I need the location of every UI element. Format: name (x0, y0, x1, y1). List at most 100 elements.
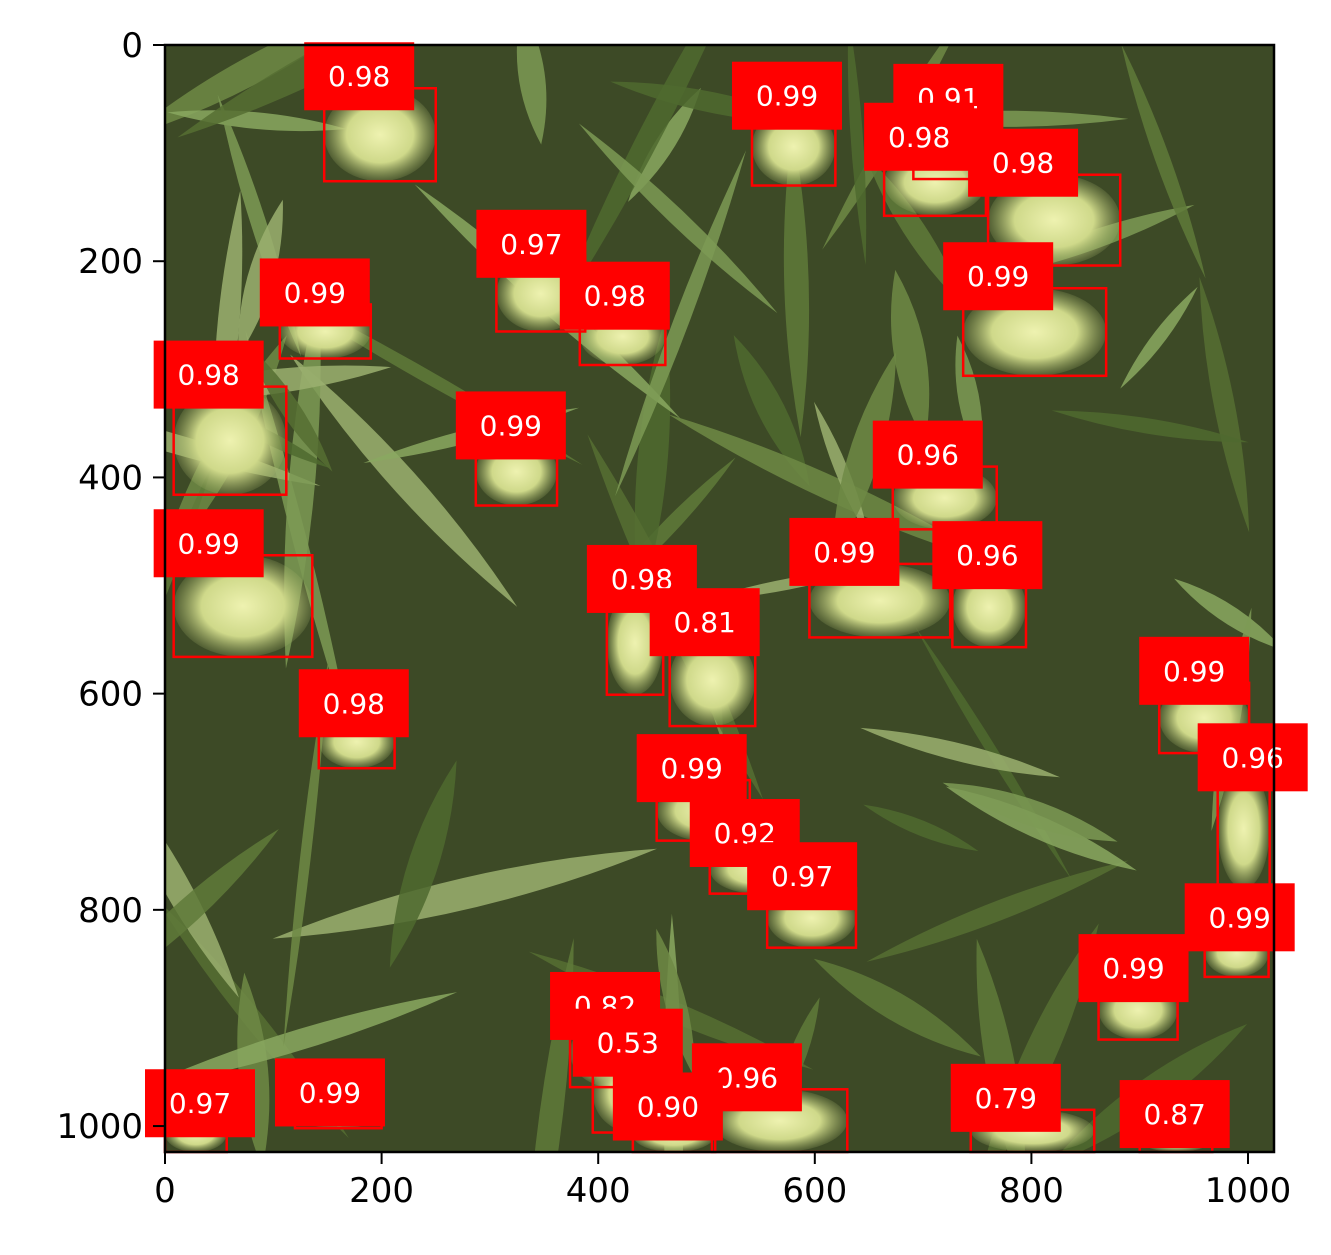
leaf (389, 760, 457, 968)
leaf (783, 129, 810, 438)
detection: 0.99 (731, 61, 842, 187)
detection: 0.81 (649, 588, 760, 728)
detection: 0.98 (968, 128, 1122, 267)
wheat-head (324, 88, 436, 182)
detection-overlay: 0.980.99 0.910.980.980.970.980.99 0.990.98… (145, 42, 1308, 1154)
score-label-bg (950, 1063, 1061, 1132)
wheat-head (1217, 769, 1270, 889)
confidence-score: 0.98 (888, 121, 950, 154)
x-tick-label: 400 (566, 1171, 631, 1211)
detection: 0.99 (153, 509, 314, 659)
detection: 0.98 (304, 42, 438, 183)
leaf (165, 828, 279, 1002)
score-label-bg (455, 391, 566, 460)
detection: 0.98 (153, 340, 288, 496)
leaf (283, 656, 329, 1047)
leaf (516, 45, 547, 145)
detection: 0.96 (872, 420, 998, 531)
leaf (942, 782, 1118, 842)
leaf (813, 401, 870, 539)
detection: 0.87 (1119, 1080, 1230, 1154)
leaf (813, 958, 981, 1057)
x-tick-label: 0 (154, 1171, 176, 1211)
detection: 0.98 (559, 261, 670, 367)
score-label-bg (1184, 883, 1295, 952)
confidence-score: 0.99 (813, 536, 875, 569)
confidence-score: 0.98 (323, 687, 385, 720)
confidence-score: 0.87 (1144, 1098, 1206, 1131)
confidence-score: 0.99 (1163, 655, 1225, 688)
detection: 0.99 (274, 1058, 385, 1130)
score-label-bg (298, 669, 409, 738)
leaf (247, 344, 333, 472)
confidence-score: 0.99 (177, 527, 239, 560)
detection: 0.99 (943, 242, 1108, 378)
y-tick-label: 0 (121, 26, 143, 66)
confidence-score: 0.99 (756, 80, 818, 113)
leaf (668, 414, 999, 565)
leaf (1174, 578, 1274, 651)
y-axis: 0 200 400 600 800 1000 (56, 26, 165, 1147)
x-tick-label: 1000 (1205, 1171, 1292, 1211)
confidence-score: 0.79 (975, 1082, 1037, 1115)
leaf (578, 123, 778, 314)
leaf (165, 992, 458, 1089)
y-tick-label: 200 (78, 242, 143, 282)
leaf (615, 150, 747, 497)
confidence-score: 0.96 (956, 539, 1018, 572)
leaf (1120, 286, 1198, 389)
score-label-bg (1197, 723, 1308, 792)
leaf (866, 860, 1129, 962)
confidence-score: 0.98 (992, 147, 1054, 180)
leaf (1121, 45, 1206, 279)
x-tick-label: 800 (999, 1171, 1064, 1211)
confidence-score: 0.98 (584, 280, 646, 313)
detection: 0.99 (455, 391, 566, 507)
leaf (628, 87, 701, 202)
confidence-score: 0.99 (967, 260, 1029, 293)
score-label-bg (259, 258, 370, 327)
confidence-score: 0.97 (169, 1087, 231, 1120)
leaf (1199, 276, 1250, 533)
wheat-head (173, 386, 287, 495)
confidence-score: 0.99 (284, 276, 346, 309)
leaf (863, 804, 979, 852)
x-axis: 0 200 400 600 800 1000 (154, 1152, 1291, 1211)
detection: 0.99 (789, 517, 952, 639)
score-label-bg (1119, 1080, 1230, 1149)
score-label-bg (1139, 636, 1250, 705)
score-label-bg (153, 340, 264, 409)
leaf (860, 727, 1060, 778)
score-label-bg (649, 588, 760, 657)
wheat-head (606, 590, 664, 695)
confidence-score: 0.99 (661, 752, 723, 785)
confidence-score: 0.98 (177, 359, 239, 392)
score-label-bg (747, 842, 858, 911)
score-label-bg (612, 1072, 723, 1141)
confidence-score: 0.96 (897, 439, 959, 472)
confidence-score: 0.97 (500, 228, 562, 261)
leaf (290, 354, 518, 607)
wheat-head (669, 634, 756, 727)
detection: 0.98 (864, 102, 988, 218)
confidence-score: 0.99 (480, 409, 542, 442)
confidence-score: 0.99 (1209, 901, 1271, 934)
score-label-bg (636, 734, 747, 803)
score-label-bg (872, 420, 983, 489)
score-label-bg (1078, 934, 1189, 1003)
detection: 0.97 (476, 209, 587, 333)
leaf (272, 848, 657, 939)
leaf (891, 269, 930, 442)
score-label-bg (864, 102, 975, 171)
leaf (1051, 410, 1249, 443)
score-label-bg (932, 521, 1043, 590)
y-tick-label: 400 (78, 458, 143, 498)
x-tick-label: 600 (782, 1171, 847, 1211)
confidence-score: 0.98 (328, 60, 390, 93)
score-label-bg (943, 242, 1054, 311)
axes-frame (163, 43, 1276, 1154)
y-tick-label: 600 (78, 675, 143, 715)
detection: 0.99 (259, 258, 373, 360)
leaf (553, 45, 753, 320)
